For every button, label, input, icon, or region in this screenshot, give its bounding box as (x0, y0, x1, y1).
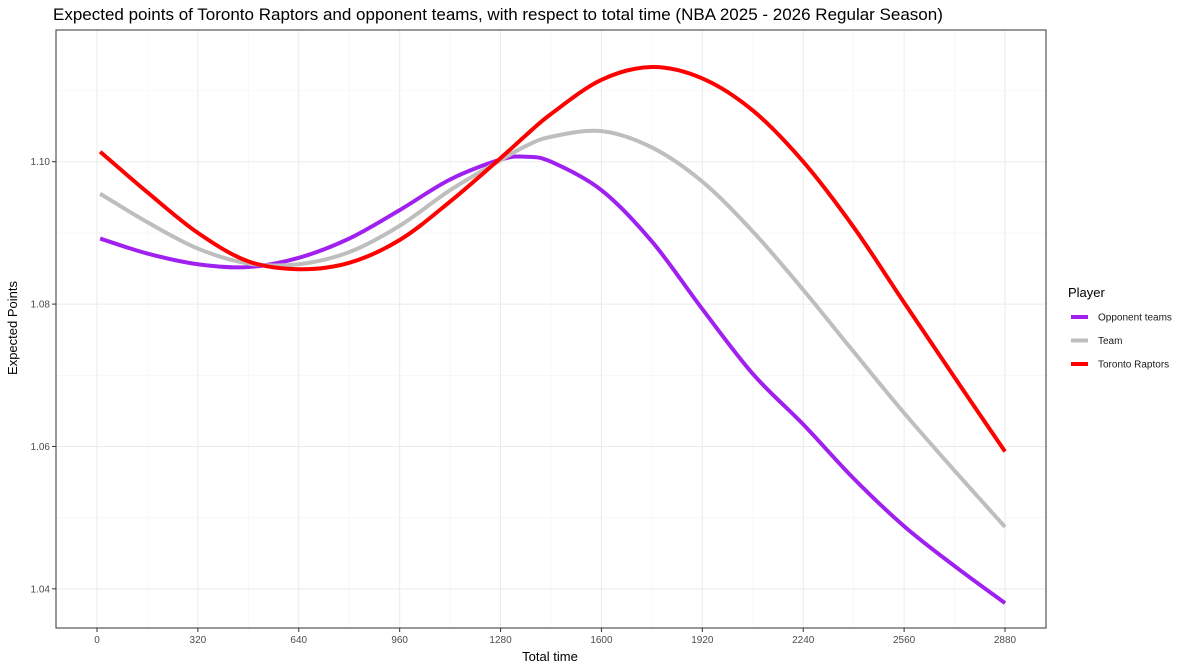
y-tick-label: 1.06 (31, 442, 51, 453)
y-axis-title: Expected Points (5, 281, 20, 375)
x-tick-label: 1280 (489, 635, 512, 646)
legend: Player Opponent teams Team Toronto Raptors (1068, 285, 1172, 371)
x-tick-label: 2240 (792, 635, 815, 646)
legend-label-team: Team (1098, 336, 1122, 347)
legend-title: Player (1068, 285, 1106, 300)
x-tick-label: 640 (290, 635, 307, 646)
x-tick-label: 2560 (893, 635, 916, 646)
y-tick-label: 1.10 (31, 157, 51, 168)
x-tick-label: 960 (391, 635, 408, 646)
series-lines (98, 65, 1007, 605)
x-tick-label: 1600 (590, 635, 613, 646)
y-axis: 1.04 1.06 1.08 1.10 (31, 157, 56, 595)
legend-label-toronto-raptors: Toronto Raptors (1098, 360, 1169, 371)
x-tick-label: 320 (190, 635, 207, 646)
y-tick-label: 1.04 (31, 584, 51, 595)
x-axis-title: Total time (522, 649, 578, 664)
plot-panel (55, 29, 1047, 629)
legend-label-opponent-teams: Opponent teams (1098, 313, 1172, 324)
grid-lines (56, 30, 1046, 628)
panel-border (55, 29, 1047, 629)
x-axis: 0 320 640 960 1280 1600 1920 2240 2560 2880 (94, 628, 1017, 646)
x-tick-label: 2880 (994, 635, 1017, 646)
series-line-toronto-raptors (98, 65, 1007, 453)
y-tick-label: 1.08 (31, 300, 51, 311)
chart-title: Expected points of Toronto Raptors and o… (53, 5, 943, 24)
x-tick-label: 1920 (691, 635, 714, 646)
x-tick-label: 0 (94, 635, 100, 646)
